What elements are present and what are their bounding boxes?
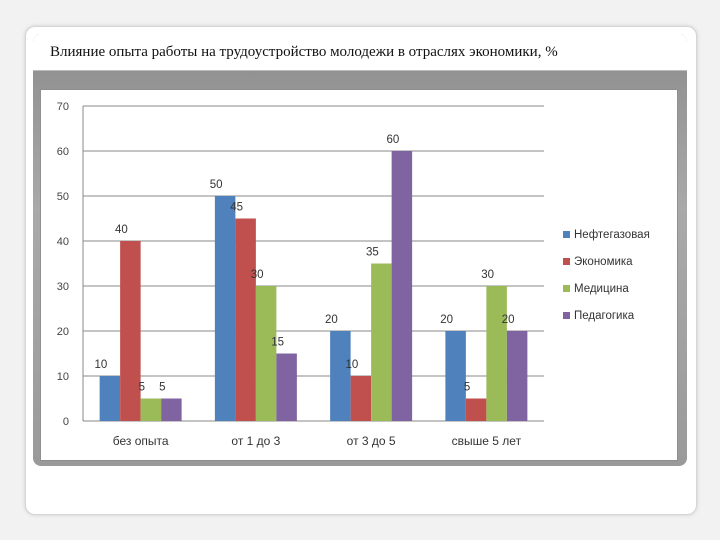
legend-swatch bbox=[563, 258, 570, 265]
data-label: 40 bbox=[115, 224, 128, 236]
data-label: 10 bbox=[94, 359, 107, 371]
y-tick-label: 50 bbox=[57, 191, 69, 203]
legend-label: Экономика bbox=[574, 256, 633, 268]
y-tick-label: 70 bbox=[57, 101, 69, 113]
bar bbox=[330, 331, 351, 421]
data-label: 15 bbox=[271, 337, 284, 349]
data-label: 30 bbox=[481, 269, 494, 281]
bar bbox=[445, 331, 466, 421]
bar bbox=[161, 398, 182, 421]
data-label: 35 bbox=[366, 247, 379, 259]
y-tick-label: 10 bbox=[57, 371, 69, 383]
legend-label: Педагогика bbox=[574, 310, 635, 322]
bar-chart: 0 10 20 30 40 50 60 70 10 40 5 5 без опыта 50 45 30 15 от… bbox=[57, 101, 650, 448]
data-label: 10 bbox=[345, 359, 358, 371]
chart-area: 0 10 20 30 40 50 60 70 10 40 5 5 без опыта 50 45 30 15 от… bbox=[40, 89, 678, 461]
bar bbox=[235, 218, 256, 421]
bar bbox=[276, 353, 297, 421]
bar bbox=[506, 331, 528, 421]
bar bbox=[214, 196, 236, 421]
legend-swatch bbox=[563, 231, 570, 238]
bar bbox=[120, 241, 141, 421]
category-label: без опыта bbox=[113, 434, 169, 448]
bar bbox=[465, 398, 487, 421]
data-label: 5 bbox=[139, 382, 145, 394]
bar bbox=[371, 263, 392, 421]
data-label: 5 bbox=[464, 382, 470, 394]
legend-swatch bbox=[563, 312, 570, 319]
data-label: 30 bbox=[251, 269, 264, 281]
y-tick-label: 20 bbox=[57, 326, 69, 338]
category-label: от 3 до 5 bbox=[347, 434, 396, 448]
bar bbox=[391, 151, 413, 421]
title-bar bbox=[33, 34, 687, 71]
data-label: 20 bbox=[440, 314, 453, 326]
data-label: 60 bbox=[386, 134, 399, 146]
y-tick-label: 30 bbox=[57, 281, 69, 293]
bar bbox=[350, 376, 372, 421]
data-label: 20 bbox=[502, 314, 515, 326]
legend-label: Медицина bbox=[574, 283, 629, 295]
slide-title: Влияние опыта работы на трудоустройство … bbox=[50, 44, 558, 60]
data-label: 5 bbox=[159, 382, 165, 394]
bar bbox=[486, 286, 507, 421]
legend-label: Нефтегазовая bbox=[574, 229, 650, 241]
data-label: 20 bbox=[325, 314, 338, 326]
y-tick-label: 0 bbox=[63, 416, 69, 428]
data-label: 45 bbox=[230, 202, 243, 214]
y-tick-label: 60 bbox=[57, 146, 69, 158]
bar bbox=[255, 286, 277, 421]
category-label: от 1 до 3 bbox=[231, 434, 280, 448]
category-label: свыше 5 лет bbox=[452, 434, 522, 448]
data-label: 50 bbox=[210, 179, 223, 191]
legend-swatch bbox=[563, 285, 570, 292]
y-tick-label: 40 bbox=[57, 236, 69, 248]
bar bbox=[140, 398, 162, 421]
bar bbox=[99, 376, 121, 421]
